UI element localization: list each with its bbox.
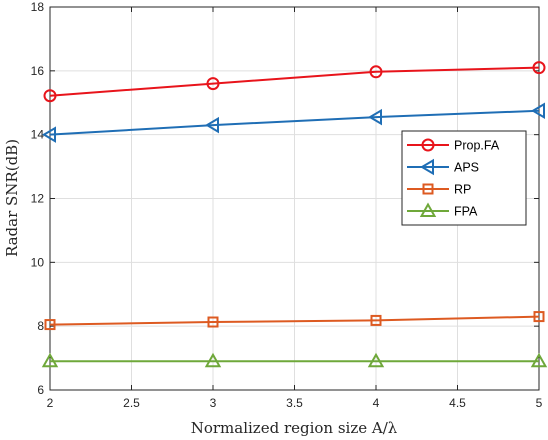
legend: Prop.FA APS RP FPA — [401, 130, 527, 226]
data-point — [206, 77, 220, 91]
legend-label: Prop.FA — [454, 139, 500, 153]
data-point — [44, 319, 56, 331]
series-rp — [44, 311, 545, 331]
data-point — [369, 65, 383, 79]
y-tick-label: 10 — [31, 255, 45, 269]
y-axis-label: Radar SNR(dB) — [3, 139, 21, 257]
legend-item: FPA — [407, 202, 478, 219]
x-tick-label: 4 — [373, 396, 380, 410]
data-point — [41, 352, 59, 368]
series-line — [49, 66, 540, 97]
x-tick-label: 2.5 — [123, 396, 140, 410]
x-tick-label: 5 — [536, 396, 543, 410]
data-point — [42, 126, 56, 143]
data-point — [367, 352, 385, 368]
x-tick-label: 2 — [47, 396, 54, 410]
data-point — [205, 116, 219, 134]
legend-item: APS — [407, 158, 479, 176]
legend-label: APS — [454, 161, 479, 175]
y-tick-label: 16 — [31, 64, 45, 78]
y-tick-label: 14 — [31, 128, 45, 142]
x-tick-label: 3 — [210, 396, 217, 410]
data-point — [533, 311, 545, 323]
data-point — [531, 102, 545, 119]
legend-marker — [419, 202, 437, 217]
data-point — [204, 352, 222, 368]
x-tick-label: 3.5 — [286, 396, 303, 410]
legend-label: RP — [454, 183, 471, 197]
series-group — [41, 61, 548, 368]
series-aps — [42, 102, 545, 143]
data-point — [43, 89, 57, 103]
data-point — [370, 314, 382, 326]
legend-item: RP — [407, 183, 471, 197]
y-tick-label: 8 — [37, 319, 44, 333]
data-point — [532, 61, 546, 75]
legend-item: Prop.FA — [407, 138, 500, 153]
legend-marker — [422, 183, 434, 195]
x-tick-label: 4.5 — [449, 396, 466, 410]
y-tick-label: 18 — [31, 0, 45, 14]
legend-marker — [421, 138, 435, 152]
series-line — [49, 315, 540, 326]
series-prop-fa — [43, 61, 546, 103]
y-tick-label: 6 — [37, 383, 44, 397]
x-axis-label: Normalized region size A/λ — [191, 419, 398, 437]
series-fpa — [41, 352, 548, 368]
data-point — [530, 352, 548, 368]
data-point — [207, 316, 219, 328]
y-tick-label: 12 — [31, 192, 45, 206]
x-axis: 2 2.5 3 3.5 4 4.5 5 — [47, 7, 543, 410]
legend-marker — [420, 158, 434, 176]
data-point — [368, 108, 382, 126]
legend-label: FPA — [454, 205, 478, 219]
series-line — [49, 109, 540, 136]
